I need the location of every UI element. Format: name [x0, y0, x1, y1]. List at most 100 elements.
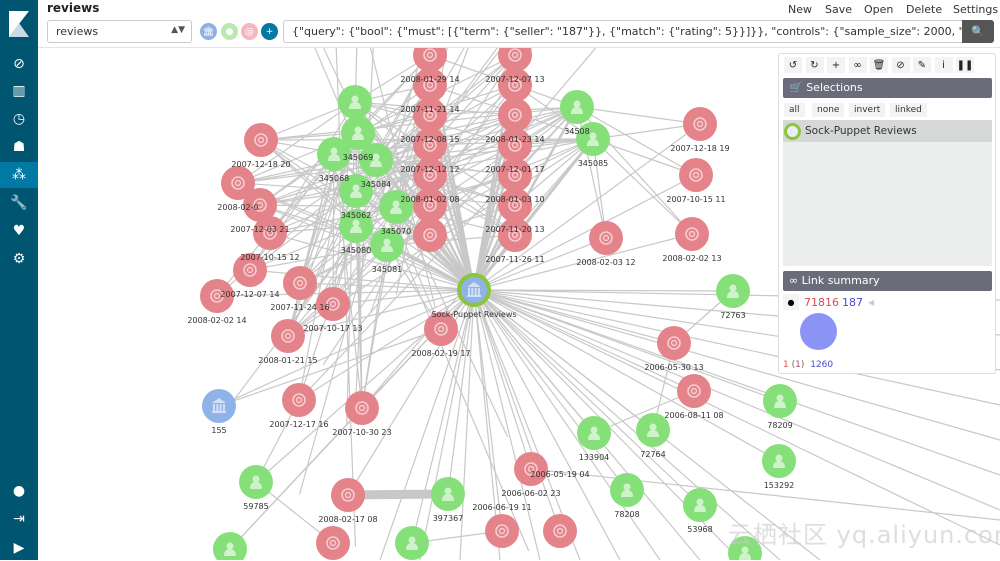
- menu-new[interactable]: New: [788, 3, 812, 16]
- date-vertex[interactable]: [498, 68, 532, 102]
- date-vertex[interactable]: [543, 514, 577, 548]
- graph-edge[interactable]: [473, 289, 1000, 406]
- date-vertex[interactable]: [514, 452, 548, 486]
- graph-edge[interactable]: [287, 132, 359, 337]
- user-vertex[interactable]: [213, 532, 247, 560]
- date-vertex[interactable]: [243, 188, 277, 222]
- date-vertex[interactable]: [413, 188, 447, 222]
- graph-edge[interactable]: [411, 289, 475, 544]
- block-icon[interactable]: ⊘: [891, 57, 910, 73]
- graph-edge[interactable]: [514, 138, 594, 206]
- graph-edge[interactable]: [379, 289, 475, 560]
- graph-edge[interactable]: [249, 244, 388, 271]
- menu-settings[interactable]: Settings: [953, 3, 999, 16]
- date-vertex[interactable]: [413, 68, 447, 102]
- date-vertex[interactable]: [498, 48, 532, 72]
- graph-edge[interactable]: [473, 289, 1000, 546]
- user-vertex[interactable]: [338, 85, 372, 119]
- user-vertex[interactable]: [379, 190, 413, 224]
- graph-edge[interactable]: [592, 138, 697, 176]
- select-all-button[interactable]: all: [784, 103, 805, 117]
- sidebar-item-graph[interactable]: ⁂: [0, 162, 38, 188]
- graph-edge[interactable]: [375, 114, 516, 161]
- date-vertex[interactable]: [244, 123, 278, 157]
- sidebar-item-dev-tools[interactable]: 🔧: [0, 190, 38, 216]
- graph-edge[interactable]: [473, 289, 780, 462]
- menu-save[interactable]: Save: [825, 3, 853, 16]
- user-vertex[interactable]: [576, 122, 610, 156]
- select-invert-button[interactable]: invert: [849, 103, 886, 117]
- user-vertex[interactable]: [239, 465, 273, 499]
- graph-edge[interactable]: [259, 204, 475, 291]
- user-icon[interactable]: ●: [221, 23, 238, 40]
- date-vertex[interactable]: [677, 374, 711, 408]
- graph-edge[interactable]: [473, 289, 532, 470]
- seller-vertex[interactable]: [202, 389, 236, 423]
- graph-edge[interactable]: [473, 289, 503, 532]
- date-vertex[interactable]: [683, 107, 717, 141]
- sidebar-item-dashboard[interactable]: ◷: [0, 106, 38, 132]
- date-vertex[interactable]: [282, 383, 316, 417]
- date-vertex[interactable]: [498, 218, 532, 252]
- user-vertex[interactable]: [339, 209, 373, 243]
- graph-edge[interactable]: [237, 159, 377, 184]
- date-vertex[interactable]: [413, 128, 447, 162]
- sidebar-item-discover[interactable]: ⊘: [0, 51, 38, 77]
- graph-edge[interactable]: [473, 289, 628, 491]
- date-vertex[interactable]: [657, 326, 691, 360]
- undo-icon[interactable]: ↺: [784, 57, 802, 73]
- date-vertex[interactable]: [345, 391, 379, 425]
- graph-edge[interactable]: [355, 114, 431, 192]
- graph-canvas[interactable]: 2008-01-29 14 2007-12-07 13 2007-11-21 14 2…: [38, 48, 1000, 560]
- date-vertex[interactable]: [498, 98, 532, 132]
- graph-edge[interactable]: [229, 407, 363, 550]
- pause-icon[interactable]: ❚❚: [956, 57, 974, 73]
- date-vertex[interactable]: [675, 217, 709, 251]
- graph-edge[interactable]: [473, 289, 781, 402]
- sidebar-item-management[interactable]: ⚙: [0, 246, 38, 272]
- graph-edge[interactable]: [473, 289, 654, 431]
- menu-delete[interactable]: Delete: [906, 3, 943, 16]
- brush-icon[interactable]: ✎: [913, 57, 931, 73]
- graph-edge[interactable]: [260, 139, 357, 192]
- user-vertex[interactable]: [763, 384, 797, 418]
- user-vertex[interactable]: [728, 536, 762, 560]
- date-vertex[interactable]: [679, 158, 713, 192]
- graph-edge[interactable]: [473, 289, 661, 560]
- graph-edge[interactable]: [361, 244, 388, 409]
- expand-icon[interactable]: ●: [783, 294, 799, 310]
- graph-edge[interactable]: [473, 289, 675, 344]
- user-vertex[interactable]: [341, 116, 375, 150]
- user-vertex[interactable]: [762, 444, 796, 478]
- date-vertex[interactable]: [253, 216, 287, 250]
- date-vertex[interactable]: [413, 48, 447, 72]
- graph-edge[interactable]: [218, 289, 475, 407]
- seller-vertex[interactable]: [457, 273, 491, 307]
- user-vertex[interactable]: [683, 488, 717, 522]
- graph-edge[interactable]: [473, 289, 501, 560]
- graph-edge[interactable]: [355, 225, 363, 409]
- graph-edge[interactable]: [530, 468, 1000, 521]
- date-vertex[interactable]: [316, 526, 350, 560]
- kibana-logo[interactable]: [0, 0, 38, 48]
- graph-edge[interactable]: [259, 159, 377, 206]
- user-vertex[interactable]: [317, 137, 351, 171]
- sidebar-item-user[interactable]: ●: [0, 478, 38, 504]
- redo-icon[interactable]: ↻: [805, 57, 824, 73]
- graph-edge[interactable]: [473, 289, 1000, 441]
- select-linked-button[interactable]: linked: [890, 103, 927, 117]
- search-button[interactable]: 🔍: [962, 20, 994, 43]
- date-vertex[interactable]: [413, 158, 447, 192]
- select-none-button[interactable]: none: [812, 103, 845, 117]
- graph-edge[interactable]: [592, 138, 693, 235]
- date-vertex[interactable]: [331, 478, 365, 512]
- plus-icon[interactable]: +: [261, 23, 278, 40]
- graph-edge[interactable]: [375, 144, 516, 161]
- plus-icon[interactable]: +: [827, 57, 845, 73]
- graph-edge[interactable]: [473, 289, 1000, 476]
- selected-vertex[interactable]: Sock-Puppet Reviews: [783, 120, 992, 142]
- sidebar-item-collapse[interactable]: ▶: [0, 535, 38, 561]
- user-vertex[interactable]: [636, 413, 670, 447]
- user-vertex[interactable]: [370, 228, 404, 262]
- graph-edge[interactable]: [260, 139, 357, 227]
